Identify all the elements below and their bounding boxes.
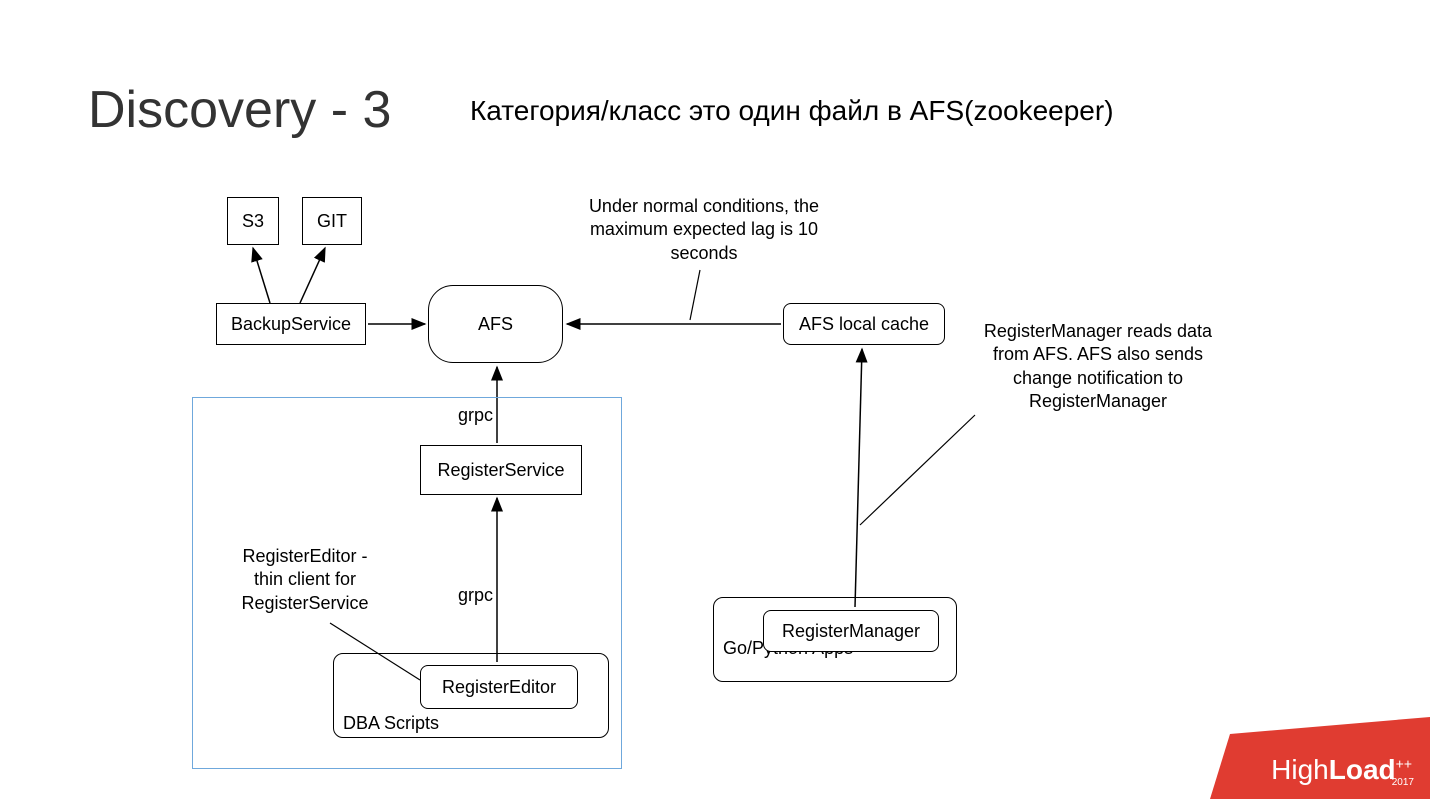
edge-label-regsvc-afs: grpc — [458, 405, 493, 426]
node-cache: AFS local cache — [783, 303, 945, 345]
logo-text-bold: Load — [1329, 754, 1396, 785]
node-git: GIT — [302, 197, 362, 245]
annotation-thin: RegisterEditor -thin client forRegisterS… — [220, 545, 390, 615]
edge-regmgr-cache — [855, 349, 862, 607]
edge-backup-git — [300, 248, 325, 303]
annotation-leader-reads — [860, 415, 975, 525]
annotation-reads: RegisterManager reads datafrom AFS. AFS … — [968, 320, 1228, 414]
node-backup: BackupService — [216, 303, 366, 345]
logo-text-light: High — [1271, 754, 1329, 785]
container-label-dba: DBA Scripts — [343, 713, 439, 734]
logo-year: 2017 — [1392, 777, 1414, 788]
node-regedit: RegisterEditor — [420, 665, 578, 709]
node-regsvc: RegisterService — [420, 445, 582, 495]
highload-logo: HighLoad++ 2017 — [1210, 709, 1430, 804]
annotation-lag: Under normal conditions, themaximum expe… — [574, 195, 834, 265]
edge-label-regedit-regsvc: grpc — [458, 585, 493, 606]
node-afs: AFS — [428, 285, 563, 363]
node-regmgr: RegisterManager — [763, 610, 939, 652]
logo-plusplus: ++ — [1396, 756, 1412, 772]
slide-title: Discovery - 3 — [88, 80, 391, 140]
slide-subtitle: Категория/класс это один файл в AFS(zook… — [470, 95, 1114, 127]
annotation-leader-lag — [690, 270, 700, 320]
edge-backup-s3 — [253, 248, 270, 303]
node-s3: S3 — [227, 197, 279, 245]
